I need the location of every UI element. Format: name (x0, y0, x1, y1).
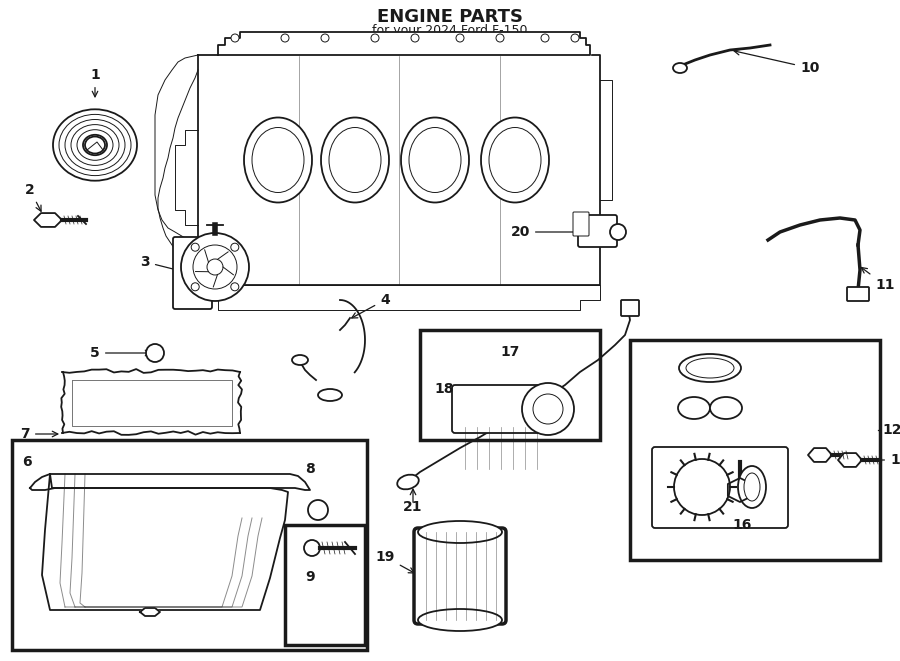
Polygon shape (30, 474, 310, 490)
Polygon shape (34, 213, 62, 227)
Polygon shape (198, 285, 600, 310)
Text: 8: 8 (305, 462, 315, 476)
Polygon shape (60, 370, 242, 436)
Ellipse shape (673, 63, 687, 73)
Text: 7: 7 (21, 427, 58, 441)
Polygon shape (838, 453, 862, 467)
Polygon shape (42, 474, 288, 610)
Circle shape (308, 500, 328, 520)
Ellipse shape (83, 135, 107, 155)
Ellipse shape (738, 466, 766, 508)
Ellipse shape (686, 358, 734, 378)
Circle shape (522, 383, 574, 435)
Circle shape (533, 394, 563, 424)
Polygon shape (140, 608, 160, 616)
Ellipse shape (329, 128, 381, 192)
Text: for your 2024 Ford F-150: for your 2024 Ford F-150 (373, 24, 527, 37)
Ellipse shape (710, 397, 742, 419)
Polygon shape (218, 32, 590, 55)
Ellipse shape (292, 355, 308, 365)
Circle shape (193, 245, 237, 289)
Circle shape (191, 243, 199, 251)
Text: 5: 5 (90, 346, 151, 360)
Circle shape (281, 34, 289, 42)
Ellipse shape (418, 609, 502, 631)
Text: ENGINE PARTS: ENGINE PARTS (377, 8, 523, 26)
Ellipse shape (321, 118, 389, 202)
Circle shape (541, 34, 549, 42)
FancyBboxPatch shape (452, 385, 548, 433)
Circle shape (571, 34, 579, 42)
Circle shape (321, 34, 329, 42)
Text: 4: 4 (352, 293, 390, 318)
Circle shape (146, 344, 164, 362)
Text: 11: 11 (861, 268, 895, 292)
Text: 6: 6 (22, 455, 32, 469)
Polygon shape (198, 55, 600, 285)
FancyBboxPatch shape (414, 528, 506, 624)
Text: 21: 21 (403, 500, 423, 514)
Circle shape (496, 34, 504, 42)
Text: 13: 13 (744, 401, 819, 415)
Circle shape (456, 34, 464, 42)
Ellipse shape (418, 521, 502, 543)
Ellipse shape (252, 128, 304, 192)
Polygon shape (808, 448, 832, 462)
Ellipse shape (401, 118, 469, 202)
Polygon shape (728, 478, 752, 502)
Text: 19: 19 (375, 550, 414, 573)
Text: 3: 3 (140, 255, 181, 272)
Bar (420, 330, 600, 440)
Ellipse shape (53, 109, 137, 180)
Ellipse shape (678, 397, 710, 419)
Ellipse shape (679, 354, 741, 382)
Circle shape (181, 233, 249, 301)
Circle shape (304, 540, 320, 556)
Bar (630, 340, 880, 560)
Bar (285, 525, 365, 645)
Circle shape (207, 259, 223, 275)
FancyBboxPatch shape (173, 237, 212, 309)
Circle shape (230, 243, 238, 251)
Circle shape (191, 283, 199, 291)
Ellipse shape (65, 120, 125, 171)
FancyBboxPatch shape (652, 447, 788, 528)
Text: 1: 1 (90, 68, 100, 97)
Ellipse shape (397, 475, 418, 489)
Text: 10: 10 (734, 50, 819, 75)
Text: 15: 15 (856, 453, 900, 467)
Ellipse shape (481, 118, 549, 202)
Ellipse shape (318, 389, 342, 401)
Polygon shape (175, 130, 198, 225)
FancyBboxPatch shape (847, 287, 869, 301)
Circle shape (371, 34, 379, 42)
Circle shape (230, 283, 238, 291)
Text: 17: 17 (500, 345, 519, 359)
Ellipse shape (409, 128, 461, 192)
Text: 20: 20 (510, 225, 588, 239)
Ellipse shape (71, 125, 119, 165)
Ellipse shape (744, 473, 760, 501)
Ellipse shape (489, 128, 541, 192)
Circle shape (610, 224, 626, 240)
Text: 18: 18 (434, 382, 454, 396)
Circle shape (674, 459, 730, 515)
FancyBboxPatch shape (621, 300, 639, 316)
FancyBboxPatch shape (578, 215, 617, 247)
Text: 2: 2 (25, 183, 41, 212)
Circle shape (411, 34, 419, 42)
Text: 14: 14 (744, 361, 820, 375)
Text: 9: 9 (305, 570, 315, 584)
Ellipse shape (77, 130, 113, 161)
Circle shape (231, 34, 239, 42)
Text: 16: 16 (733, 518, 751, 532)
FancyBboxPatch shape (573, 212, 589, 236)
Ellipse shape (85, 137, 105, 153)
Bar (12, 440, 367, 650)
Text: 12: 12 (882, 423, 900, 437)
Ellipse shape (59, 114, 131, 176)
Ellipse shape (244, 118, 312, 202)
